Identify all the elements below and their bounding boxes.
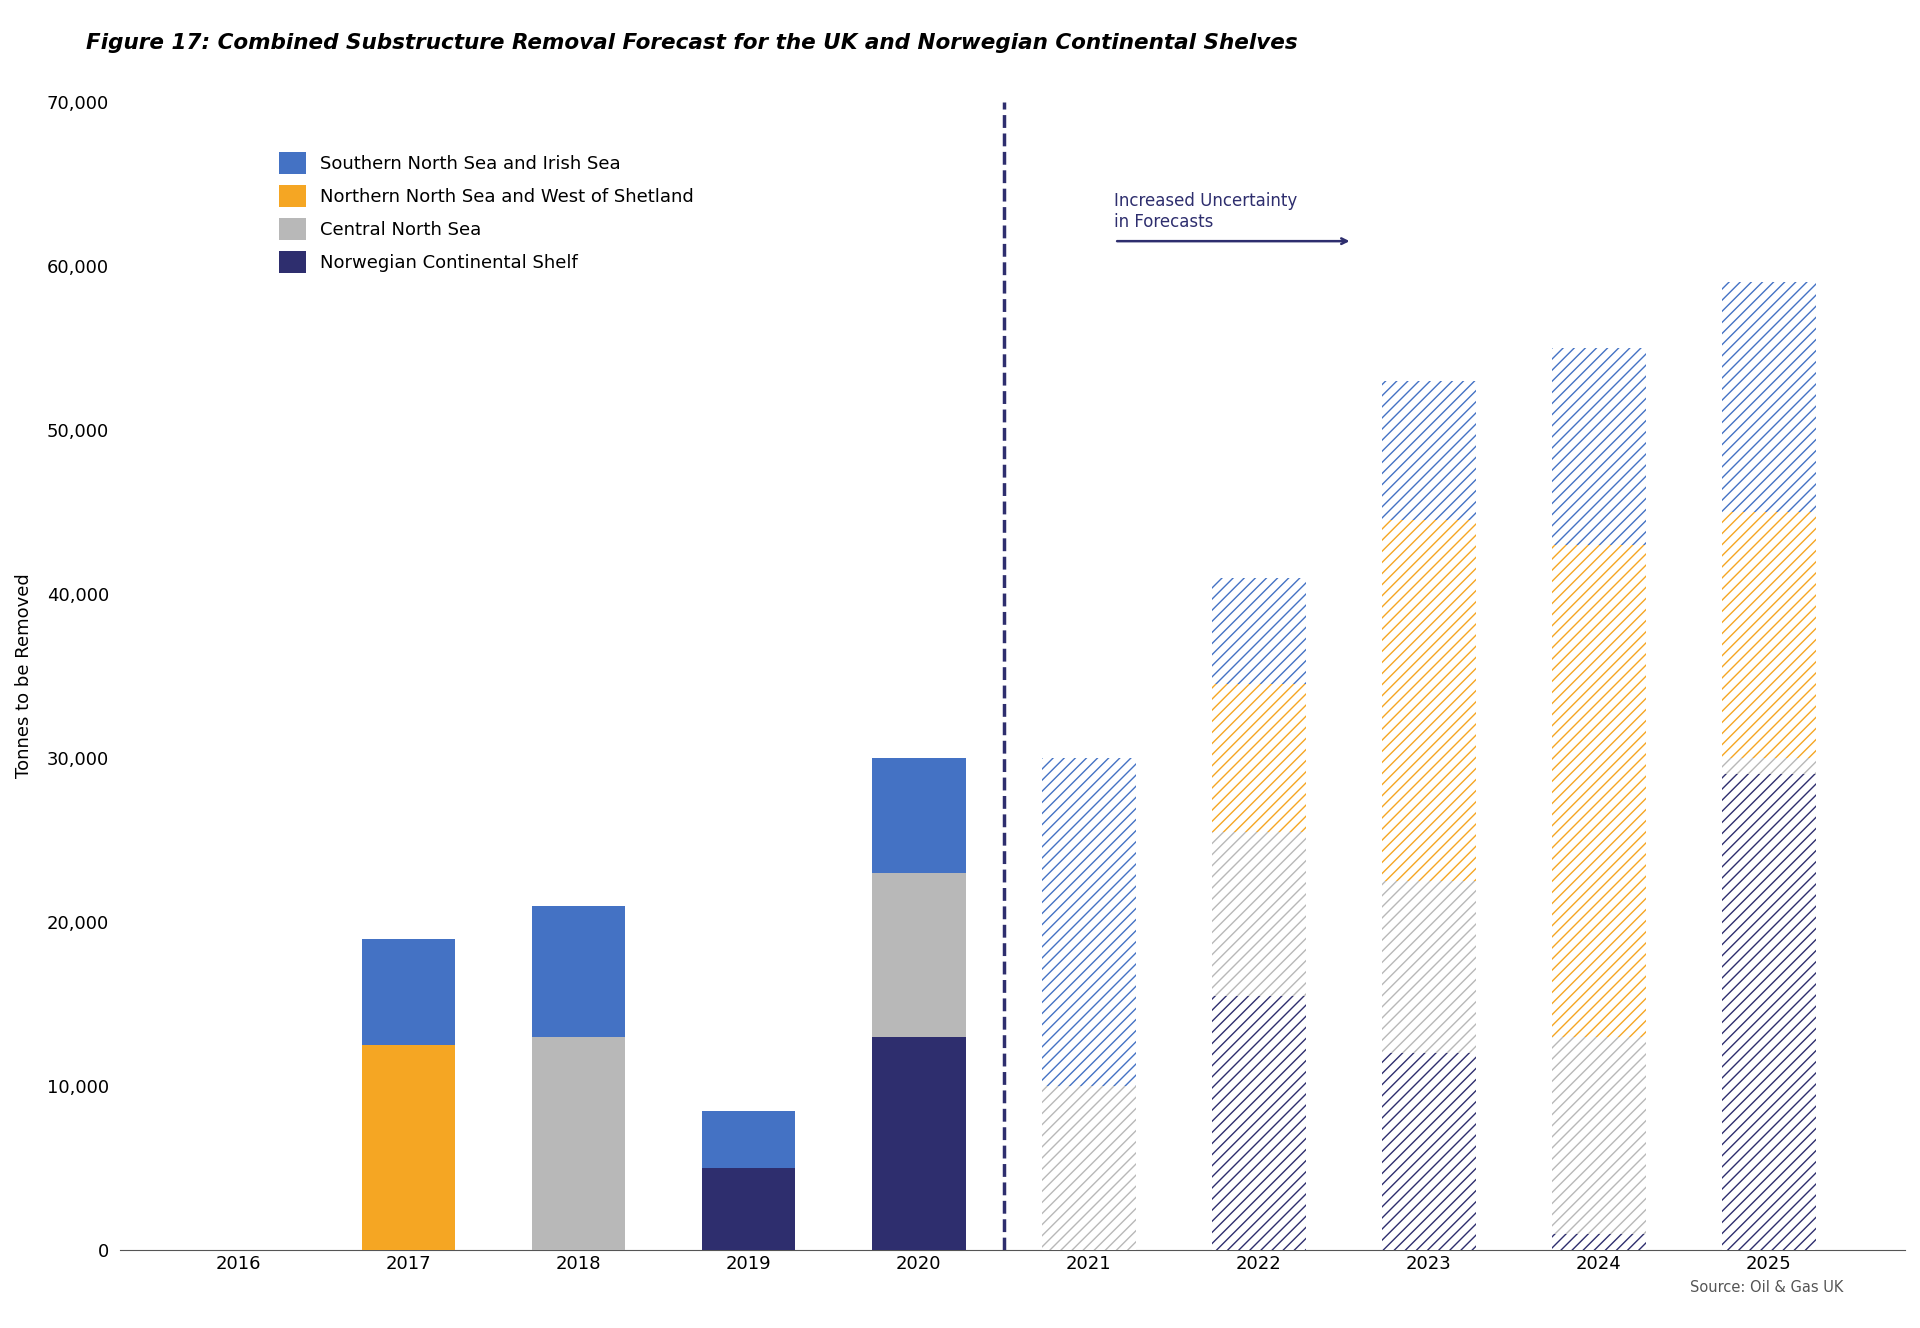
- Bar: [872, 758, 966, 872]
- Bar: [1382, 521, 1476, 880]
- Bar: [1722, 758, 1816, 774]
- Bar: [1722, 282, 1816, 511]
- Bar: [1382, 1053, 1476, 1250]
- Text: Source: Oil & Gas UK: Source: Oil & Gas UK: [1690, 1280, 1843, 1295]
- Bar: [1551, 1037, 1645, 1234]
- Bar: [1382, 381, 1476, 521]
- Bar: [1722, 774, 1816, 1250]
- Bar: [1722, 511, 1816, 758]
- Bar: [1212, 578, 1306, 684]
- Bar: [361, 1045, 455, 1250]
- Y-axis label: Tonnes to be Removed: Tonnes to be Removed: [15, 574, 33, 778]
- Bar: [1382, 381, 1476, 521]
- Bar: [361, 939, 455, 1045]
- Bar: [1043, 1086, 1135, 1250]
- Bar: [1043, 758, 1135, 1086]
- Bar: [1382, 880, 1476, 1053]
- Bar: [1722, 774, 1816, 1250]
- Bar: [1551, 1234, 1645, 1250]
- Bar: [1382, 1053, 1476, 1250]
- Bar: [1212, 996, 1306, 1250]
- Text: Figure 17: Combined Substructure Removal Forecast for the UK and Norwegian Conti: Figure 17: Combined Substructure Removal…: [86, 33, 1298, 53]
- Bar: [1212, 684, 1306, 831]
- Bar: [1551, 544, 1645, 1037]
- Bar: [1722, 282, 1816, 511]
- Bar: [1212, 996, 1306, 1250]
- Bar: [1212, 831, 1306, 996]
- Bar: [532, 906, 626, 1037]
- Legend: Southern North Sea and Irish Sea, Northern North Sea and West of Shetland, Centr: Southern North Sea and Irish Sea, Northe…: [271, 145, 701, 280]
- Bar: [1043, 1086, 1135, 1250]
- Bar: [1722, 758, 1816, 774]
- Bar: [872, 872, 966, 1037]
- Bar: [532, 1037, 626, 1250]
- Bar: [1212, 684, 1306, 831]
- Bar: [1551, 1037, 1645, 1234]
- Text: Increased Uncertainty
in Forecasts: Increased Uncertainty in Forecasts: [1114, 193, 1298, 231]
- Bar: [872, 1037, 966, 1250]
- Bar: [1043, 758, 1135, 1086]
- Bar: [703, 1169, 795, 1250]
- Bar: [1382, 880, 1476, 1053]
- Bar: [1551, 348, 1645, 544]
- Bar: [1212, 578, 1306, 684]
- Bar: [1551, 544, 1645, 1037]
- Bar: [1551, 348, 1645, 544]
- Bar: [703, 1110, 795, 1169]
- Bar: [1722, 511, 1816, 758]
- Bar: [1551, 1234, 1645, 1250]
- Bar: [1382, 521, 1476, 880]
- Bar: [1212, 831, 1306, 996]
